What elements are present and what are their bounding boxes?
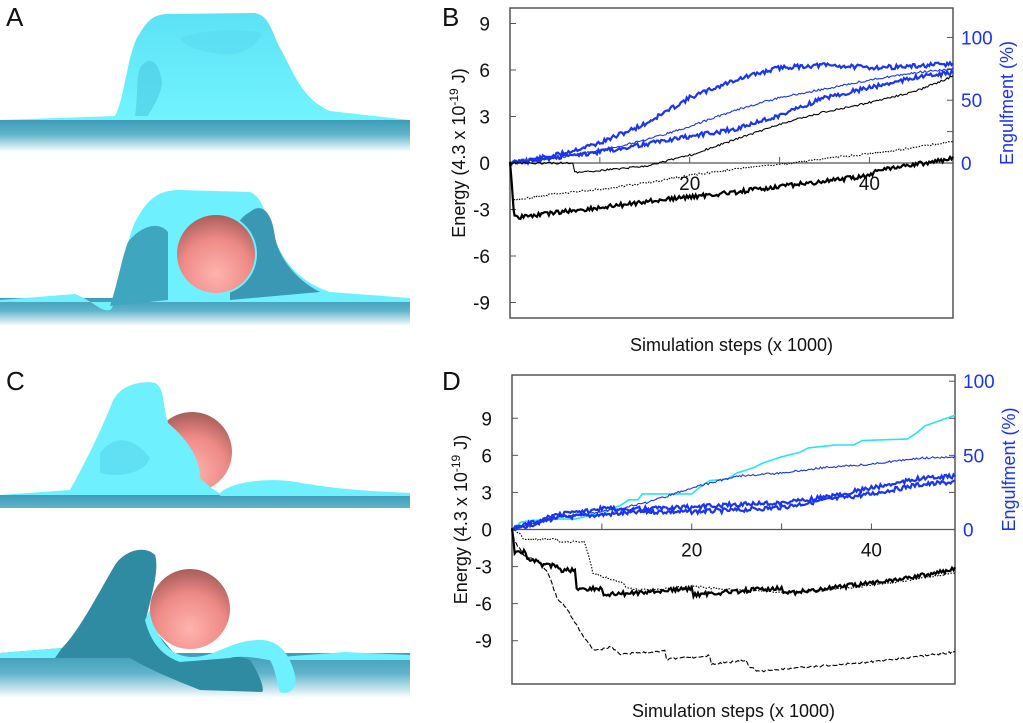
y-axis-title: Energy (4.3 x 10-19 J) — [449, 435, 471, 604]
y2-tick-label: 0 — [963, 521, 974, 542]
y-tick-label: -3 — [473, 201, 490, 222]
y2-tick-label: 100 — [961, 28, 993, 49]
y2-axis-title: Engulfment (%) — [997, 41, 1017, 165]
substrate — [0, 298, 410, 326]
particle — [150, 569, 230, 649]
x-axis-title: Simulation steps (x 1000) — [630, 335, 833, 355]
y-tick-label: -6 — [473, 247, 490, 268]
render-c-top — [0, 382, 410, 508]
engulfment-series-line — [511, 479, 956, 531]
membrane — [0, 13, 410, 120]
y-tick-label: 3 — [481, 483, 492, 504]
y2-tick-label: 50 — [963, 446, 984, 467]
panel-label-d: D — [442, 366, 461, 396]
y-axis-title: Energy (4.3 x 10-19 J) — [447, 68, 469, 237]
y-tick-label: 9 — [481, 409, 492, 430]
energy-series-line — [511, 528, 956, 594]
engulfment-series-line — [509, 60, 954, 166]
render-a-bottom — [0, 190, 410, 326]
y-tick-label: -3 — [475, 558, 492, 579]
y-tick-label: -9 — [475, 632, 492, 653]
y2-tick-label: 50 — [961, 91, 982, 112]
render-a-top — [0, 13, 410, 152]
x-tick-label: 20 — [681, 541, 702, 562]
x-tick-label: 20 — [679, 174, 700, 195]
y-tick-label: 0 — [479, 154, 490, 175]
y2-tick-label: 0 — [961, 154, 972, 175]
membrane — [220, 480, 410, 496]
y-tick-label: 6 — [479, 61, 490, 82]
x-tick-label: 40 — [859, 174, 880, 195]
engulfment-series-line — [511, 455, 956, 531]
x-tick-label: 40 — [861, 541, 882, 562]
energy-series-line — [510, 528, 956, 601]
membrane-inner — [230, 208, 320, 300]
membrane-fold — [180, 30, 262, 55]
membrane — [145, 610, 410, 693]
particle — [175, 213, 257, 295]
engulfment-series-line — [511, 472, 956, 531]
engulfment-series-line — [509, 68, 954, 167]
membrane-dark — [0, 549, 263, 692]
panel-label-a: A — [6, 2, 24, 32]
panel-label-b: B — [442, 2, 460, 32]
y-tick-label: -6 — [475, 595, 492, 616]
energy-series-line — [508, 154, 954, 221]
y2-axis-title: Engulfment (%) — [999, 407, 1019, 531]
energy-series-line — [509, 75, 954, 174]
energy-series-line — [511, 528, 956, 673]
chart-b: 9 6 3 0 -3 -6 -9 20 40 0 50 100 Simulation steps (x … — [447, 7, 1017, 355]
y2-tick-label: 100 — [963, 372, 995, 393]
membrane-fold — [135, 60, 162, 116]
y-tick-label: 9 — [479, 15, 490, 36]
x-axis-title: Simulation steps (x 1000) — [632, 701, 835, 721]
substrate — [0, 495, 410, 508]
engulfment-series-line — [511, 414, 956, 531]
membrane-shade — [100, 440, 150, 475]
y-tick-label: 3 — [479, 108, 490, 129]
membrane-inner — [110, 225, 168, 306]
y-tick-label: 6 — [481, 446, 492, 467]
membrane — [0, 648, 62, 658]
panel-label-c: C — [6, 366, 25, 396]
substrate — [0, 120, 410, 152]
y-tick-label: -9 — [473, 294, 490, 315]
y-tick-label: 0 — [481, 521, 492, 542]
render-c-bottom — [0, 549, 410, 698]
